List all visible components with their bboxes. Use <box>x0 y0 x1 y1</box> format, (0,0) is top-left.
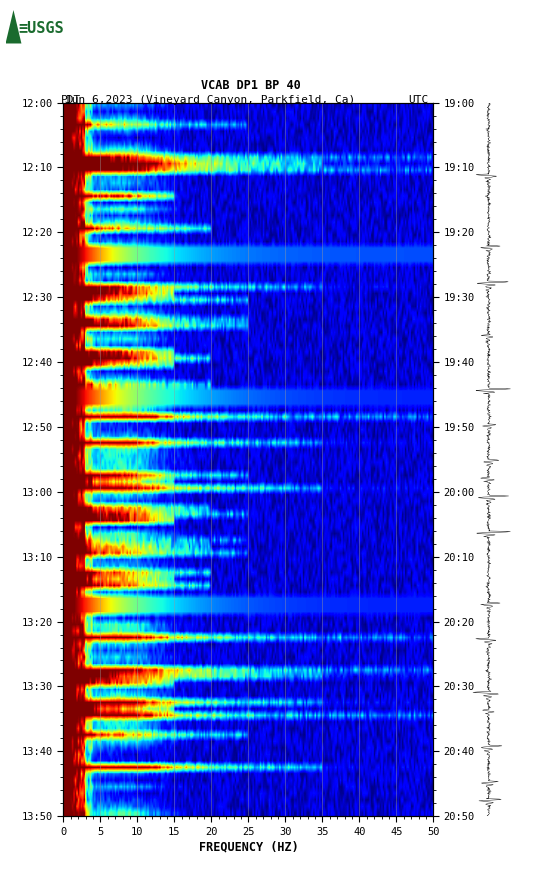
Text: Jun 6,2023 (Vineyard Canyon, Parkfield, Ca): Jun 6,2023 (Vineyard Canyon, Parkfield, … <box>65 95 355 105</box>
Text: VCAB DP1 BP 40: VCAB DP1 BP 40 <box>201 78 301 92</box>
Polygon shape <box>6 10 22 44</box>
Text: UTC: UTC <box>408 95 429 105</box>
Text: ≡USGS: ≡USGS <box>19 21 65 37</box>
X-axis label: FREQUENCY (HZ): FREQUENCY (HZ) <box>199 841 298 854</box>
Text: PDT: PDT <box>61 95 81 105</box>
